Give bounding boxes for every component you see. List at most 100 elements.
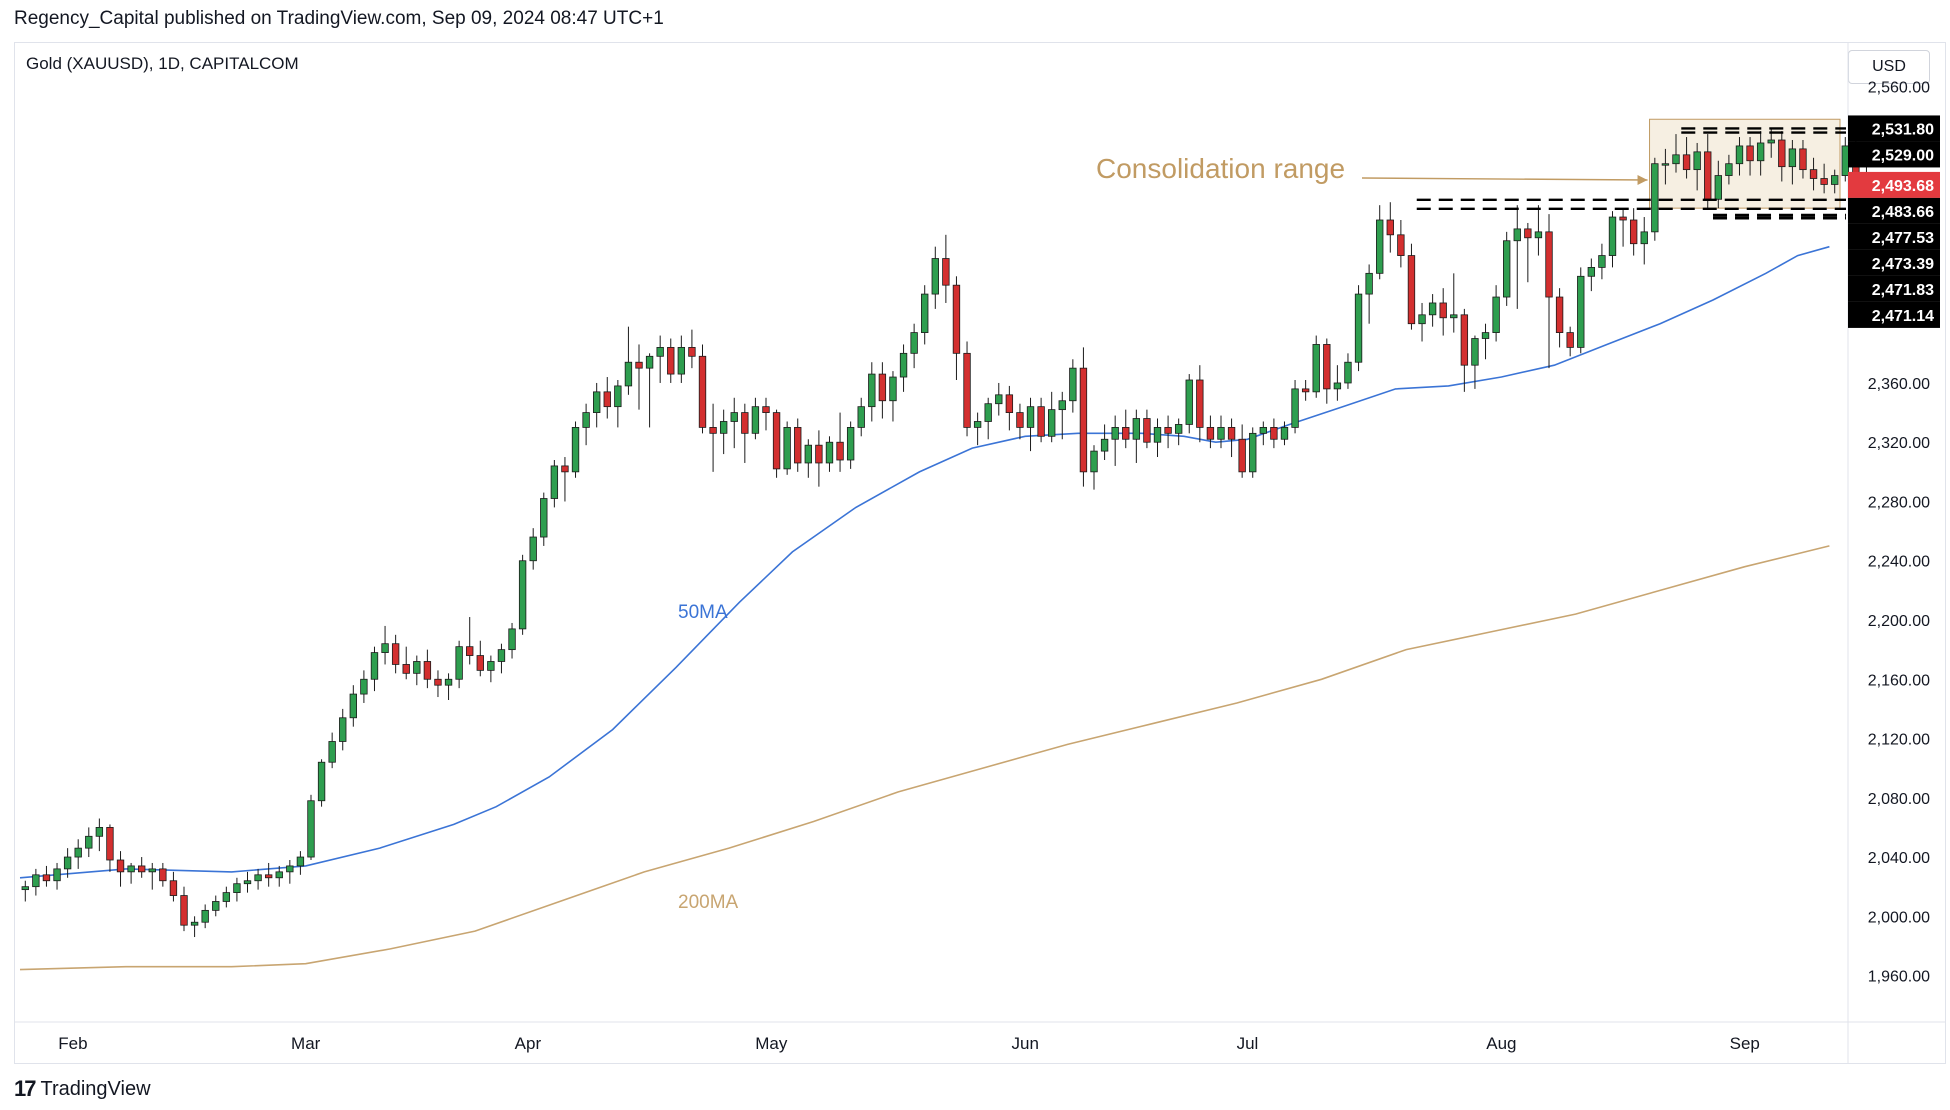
candle-body [1788, 148, 1797, 168]
candle-body [53, 868, 61, 882]
price-tag-label: 2,483.66 [1872, 204, 1934, 221]
candle-body [487, 661, 495, 671]
candle-body [1524, 228, 1532, 239]
candle-body [719, 421, 728, 434]
candle-body [1280, 427, 1289, 440]
candle-body [1820, 178, 1828, 185]
candle-body [794, 427, 802, 464]
candle-body [1735, 145, 1744, 165]
candle-body [1513, 228, 1521, 242]
candle-body [307, 800, 315, 858]
candle-body [1778, 139, 1786, 168]
candle-body [32, 874, 40, 888]
candle-body [931, 258, 939, 295]
candle-body [1545, 231, 1553, 298]
candle-body [1079, 367, 1088, 473]
candle-body [1164, 427, 1172, 434]
candle-body [1767, 139, 1775, 144]
y-tick-label: 1,960.00 [1868, 969, 1930, 986]
footer-brand-label: TradingView [40, 1077, 151, 1100]
candle-body [1312, 344, 1320, 393]
candle-body [973, 421, 982, 428]
candle-body [1619, 216, 1627, 221]
symbol-title[interactable]: Gold (XAUUSD), 1D, CAPITALCOM [26, 54, 299, 73]
price-tag-label: 2,529.00 [1872, 147, 1934, 164]
price-tag [1848, 223, 1940, 250]
candle-body [413, 661, 421, 674]
candle-body [1428, 302, 1437, 316]
candle-body [1746, 145, 1754, 162]
ma50-label: 50MA [678, 602, 728, 623]
candle-body [952, 284, 961, 354]
candle-body [1238, 438, 1246, 473]
candle-body [1799, 148, 1807, 171]
candle-body [910, 332, 918, 354]
candle-body [508, 628, 516, 651]
candle-body [264, 874, 273, 879]
candle-body [593, 391, 601, 413]
candle-body [878, 373, 887, 402]
candle-body [180, 895, 188, 926]
ma50-line [19, 245, 1830, 879]
candle-body [1481, 332, 1490, 339]
candle-body [698, 355, 707, 428]
candle-body [1756, 142, 1765, 162]
candle-body [106, 827, 114, 861]
candle-body [444, 678, 453, 686]
currency-button[interactable]: USD [1848, 50, 1930, 84]
candle-body [85, 835, 93, 849]
candle-body [772, 412, 781, 470]
candle-body [1407, 255, 1416, 325]
candle-body [466, 646, 474, 656]
candle-body [42, 874, 51, 882]
candle-body [963, 352, 971, 428]
candle-body [1471, 338, 1479, 366]
candle-body [1069, 367, 1077, 402]
candle-body [1534, 231, 1543, 239]
x-tick-label: Aug [1486, 1034, 1516, 1053]
candle-body [434, 678, 442, 686]
candle-body [624, 361, 633, 387]
candle-body [1492, 296, 1500, 333]
price-tag [1848, 171, 1940, 198]
candle-body [1608, 216, 1617, 256]
chart-frame [14, 42, 1946, 1064]
candle-body [1270, 427, 1278, 440]
candle-body [688, 347, 696, 357]
price-tag-label: 2,471.14 [1872, 308, 1934, 325]
candle-body [1344, 361, 1352, 384]
candle-body [571, 427, 580, 473]
consolidation-arrow [1361, 177, 1648, 181]
candle-body [1460, 314, 1469, 366]
candle-body [1841, 145, 1849, 176]
candle-body [222, 892, 231, 902]
candle-body [1672, 154, 1680, 165]
y-tick-label: 2,320.00 [1868, 435, 1930, 452]
candle-body [645, 355, 654, 369]
candle-body [1503, 240, 1511, 298]
footer-brand[interactable]: 17 TradingView [14, 1076, 151, 1102]
candle-body [921, 293, 929, 333]
candle-body [1809, 169, 1818, 179]
consolidation-box [1649, 118, 1841, 209]
candle-body [1227, 427, 1236, 440]
candle-body [476, 655, 484, 671]
candle-body [804, 444, 812, 464]
candle-body [275, 871, 283, 879]
candle-body [942, 258, 950, 286]
candle-body [1100, 438, 1109, 452]
candle-body [1185, 379, 1193, 425]
candle-body [21, 886, 29, 891]
x-tick-label: Jul [1237, 1034, 1259, 1053]
x-tick-label: Mar [291, 1034, 321, 1053]
candle-body [1386, 219, 1394, 236]
candle-body [339, 717, 347, 742]
candle-body [857, 406, 865, 428]
candle-body [212, 901, 220, 911]
candle-body [1249, 432, 1257, 473]
consolidation-arrowhead-icon [1637, 175, 1648, 185]
candle-body [1090, 450, 1098, 473]
y-tick-label: 2,360.00 [1868, 376, 1930, 393]
price-tag [1848, 197, 1940, 224]
